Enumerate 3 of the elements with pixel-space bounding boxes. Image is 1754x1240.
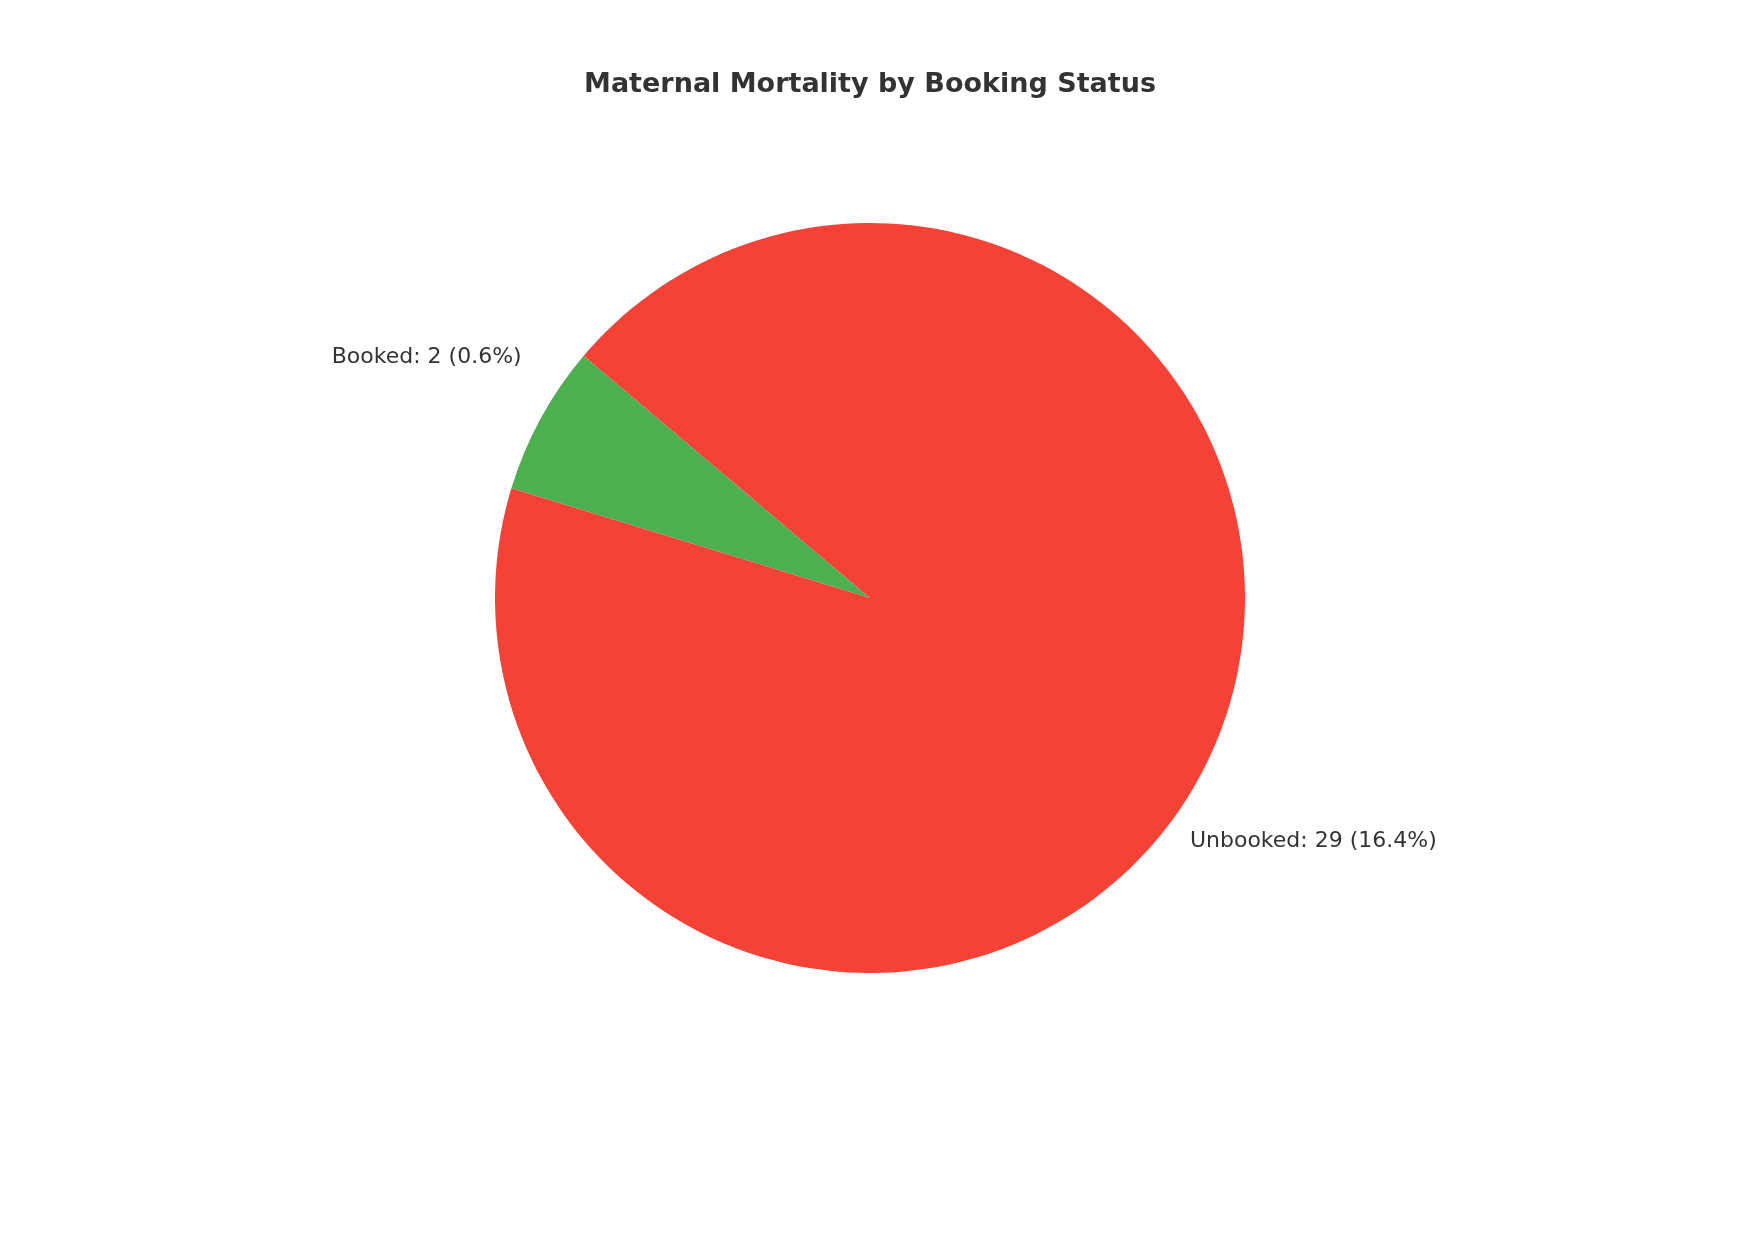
- slice-label: Unbooked: 29 (16.4%): [1189, 826, 1437, 852]
- slice-label: Booked: 2 (0.6%): [331, 343, 522, 369]
- chart-title: Maternal Mortality by Booking Status: [584, 67, 1156, 98]
